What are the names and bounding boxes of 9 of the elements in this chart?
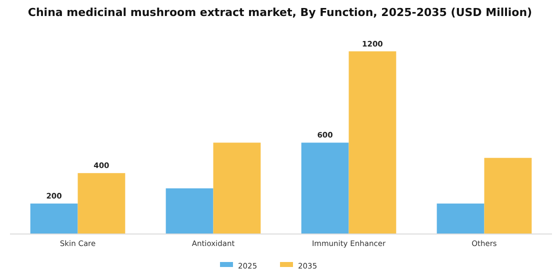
- bar: [484, 158, 532, 234]
- bar: [301, 142, 349, 234]
- chart-title: China medicinal mushroom extract market, By Function, 2025-2035 (USD Million): [28, 6, 532, 19]
- bar: [436, 204, 484, 234]
- bar: [30, 204, 78, 234]
- bar: [213, 142, 261, 234]
- bar: [348, 51, 396, 234]
- bar: [78, 173, 126, 234]
- bar: [166, 188, 214, 234]
